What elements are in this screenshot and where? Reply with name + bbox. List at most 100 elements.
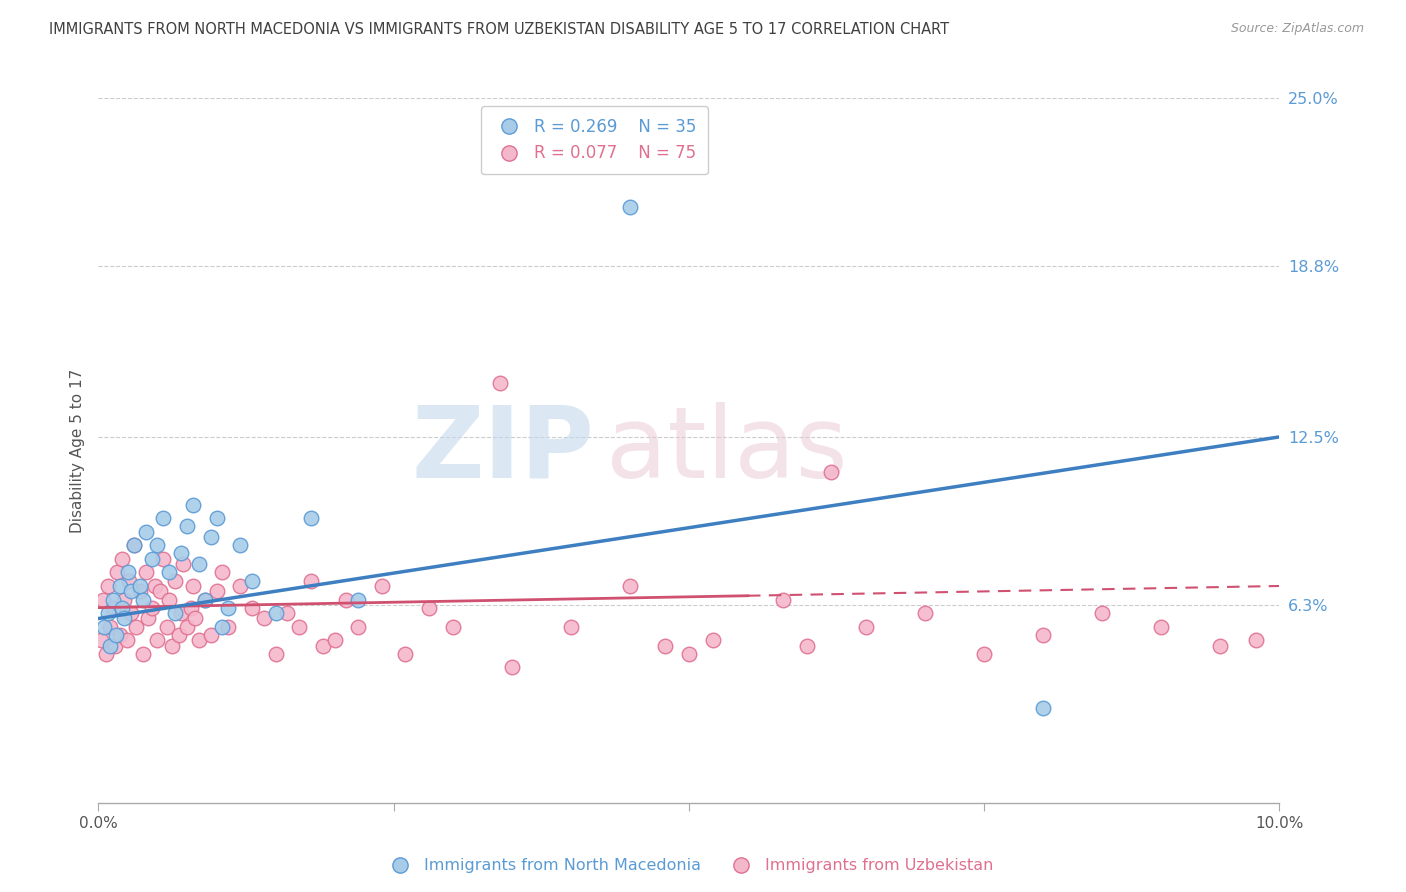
Point	[501, 660, 523, 674]
Point	[299, 511, 322, 525]
Point	[112, 611, 135, 625]
Point	[117, 566, 139, 580]
Legend: R = 0.269    N = 35, R = 0.077    N = 75: R = 0.269 N = 35, R = 0.077 N = 75	[481, 106, 709, 174]
Point	[157, 592, 180, 607]
Point	[371, 579, 394, 593]
Point	[181, 579, 204, 593]
Point	[678, 647, 700, 661]
Point	[914, 606, 936, 620]
Point	[115, 633, 138, 648]
Point	[135, 524, 157, 539]
Point	[121, 606, 143, 620]
Point	[146, 538, 169, 552]
Point	[170, 606, 193, 620]
Point	[152, 511, 174, 525]
Text: Source: ZipAtlas.com: Source: ZipAtlas.com	[1230, 22, 1364, 36]
Point	[121, 584, 143, 599]
Point	[136, 611, 159, 625]
Point	[101, 600, 124, 615]
Point	[1244, 633, 1267, 648]
Point	[299, 574, 322, 588]
Point	[194, 592, 217, 607]
Point	[264, 606, 287, 620]
Point	[141, 552, 163, 566]
Point	[654, 639, 676, 653]
Point	[288, 619, 311, 633]
Point	[1150, 619, 1173, 633]
Text: ZIP: ZIP	[412, 402, 595, 499]
Point	[1091, 606, 1114, 620]
Point	[101, 592, 124, 607]
Point	[796, 639, 818, 653]
Point	[122, 538, 145, 552]
Point	[157, 566, 180, 580]
Point	[205, 511, 228, 525]
Point	[98, 619, 121, 633]
Point	[108, 628, 131, 642]
Legend: Immigrants from North Macedonia, Immigrants from Uzbekistan: Immigrants from North Macedonia, Immigra…	[378, 852, 1000, 880]
Point	[170, 546, 193, 560]
Point	[91, 592, 114, 607]
Point	[172, 558, 194, 572]
Point	[128, 584, 150, 599]
Point	[146, 633, 169, 648]
Point	[240, 574, 263, 588]
Point	[276, 606, 298, 620]
Point	[200, 530, 222, 544]
Point	[855, 619, 877, 633]
Point	[165, 574, 187, 588]
Point	[312, 639, 335, 653]
Point	[180, 600, 202, 615]
Point	[194, 592, 217, 607]
Point	[229, 538, 252, 552]
Point	[394, 647, 416, 661]
Point	[253, 611, 276, 625]
Point	[93, 619, 115, 633]
Point	[1032, 701, 1054, 715]
Point	[264, 647, 287, 661]
Point	[181, 498, 204, 512]
Point	[111, 600, 134, 615]
Point	[702, 633, 724, 648]
Point	[143, 579, 166, 593]
Text: IMMIGRANTS FROM NORTH MACEDONIA VS IMMIGRANTS FROM UZBEKISTAN DISABILITY AGE 5 T: IMMIGRANTS FROM NORTH MACEDONIA VS IMMIG…	[49, 22, 949, 37]
Point	[211, 566, 233, 580]
Point	[160, 639, 183, 653]
Y-axis label: Disability Age 5 to 17: Disability Age 5 to 17	[69, 368, 84, 533]
Point	[441, 619, 464, 633]
Point	[132, 647, 155, 661]
Point	[335, 592, 357, 607]
Point	[141, 600, 163, 615]
Point	[165, 606, 187, 620]
Point	[98, 639, 121, 653]
Point	[122, 538, 145, 552]
Point	[111, 552, 134, 566]
Point	[211, 619, 233, 633]
Point	[105, 628, 128, 642]
Point	[205, 584, 228, 599]
Point	[418, 600, 440, 615]
Point	[347, 619, 370, 633]
Point	[176, 519, 198, 533]
Point	[772, 592, 794, 607]
Point	[167, 628, 190, 642]
Point	[560, 619, 582, 633]
Point	[1032, 628, 1054, 642]
Point	[94, 647, 117, 661]
Point	[108, 579, 131, 593]
Point	[152, 552, 174, 566]
Point	[347, 592, 370, 607]
Point	[229, 579, 252, 593]
Point	[187, 633, 209, 648]
Point	[619, 200, 641, 214]
Point	[217, 600, 239, 615]
Point	[200, 628, 222, 642]
Point	[90, 633, 112, 648]
Point	[97, 606, 120, 620]
Point	[105, 566, 128, 580]
Point	[128, 579, 150, 593]
Point	[104, 639, 127, 653]
Point	[176, 619, 198, 633]
Point	[156, 619, 179, 633]
Point	[1209, 639, 1232, 653]
